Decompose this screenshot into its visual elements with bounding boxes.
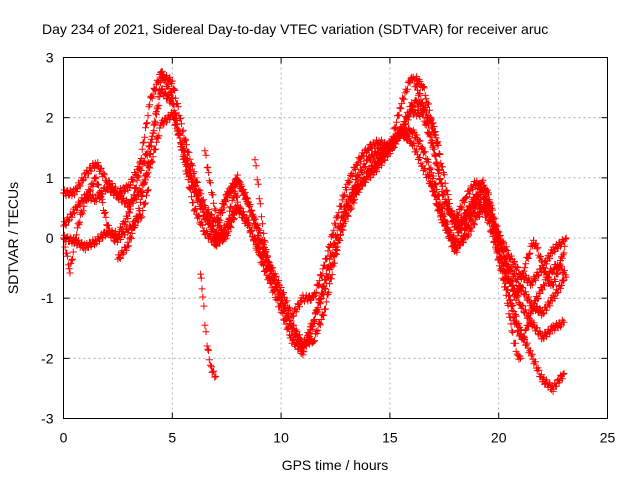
- x-tick-label: 5: [168, 430, 176, 446]
- y-axis-label: SDTVAR / TECUs: [5, 182, 21, 294]
- series-track-7: [197, 270, 220, 381]
- y-tick-label: -3: [41, 411, 54, 427]
- grid: [63, 57, 608, 419]
- series-track-6: [201, 147, 242, 244]
- y-tick-label: 0: [46, 230, 54, 246]
- series-track-11: [484, 189, 524, 363]
- x-tick-label: 15: [382, 430, 398, 446]
- x-tick-label: 25: [600, 430, 616, 446]
- chart-title: Day 234 of 2021, Sidereal Day-to-day VTE…: [42, 21, 548, 37]
- x-axis-label: GPS time / hours: [282, 457, 389, 473]
- data-marks: [60, 68, 570, 395]
- x-tick-label: 20: [491, 430, 507, 446]
- point-markers: [197, 270, 220, 381]
- y-tick-label: 2: [46, 110, 54, 126]
- y-tick-label: -1: [41, 290, 54, 306]
- series-track-12: [377, 96, 442, 158]
- y-tick-label: 3: [46, 50, 54, 66]
- ticks: 0 5 10 15 20 25 -3 -2 -1 0 1 2 3: [41, 50, 615, 446]
- point-markers: [484, 189, 524, 363]
- point-markers: [377, 96, 442, 158]
- y-tick-label: 1: [46, 170, 54, 186]
- point-markers: [201, 147, 242, 244]
- point-markers: [251, 156, 274, 284]
- series-track-8: [251, 156, 274, 284]
- x-tick-label: 0: [60, 430, 68, 446]
- y-tick-label: -2: [41, 350, 54, 366]
- x-tick-label: 10: [273, 430, 289, 446]
